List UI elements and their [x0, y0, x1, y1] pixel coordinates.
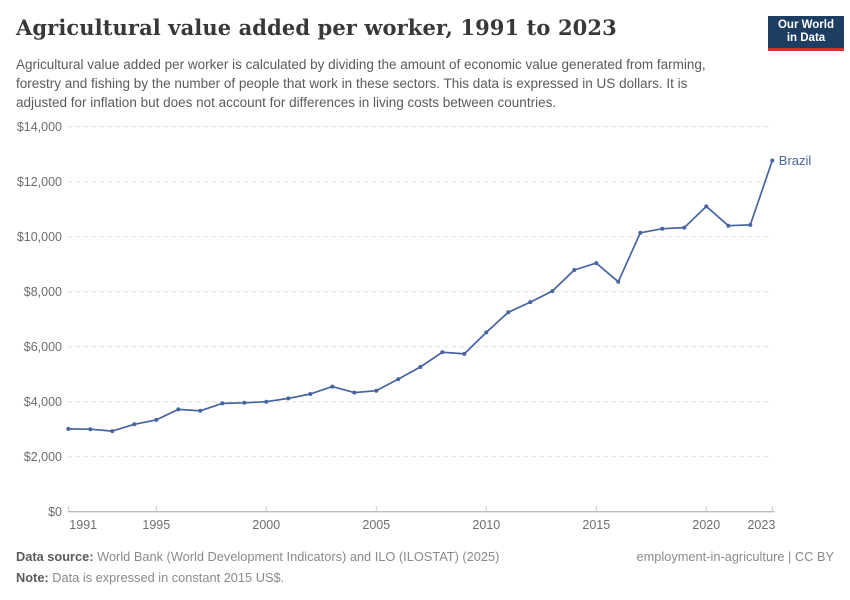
- data-point[interactable]: [748, 222, 753, 227]
- data-source-line: Data source: World Bank (World Developme…: [16, 546, 499, 567]
- x-axis-tick-label: 2000: [252, 518, 280, 532]
- data-point[interactable]: [550, 289, 555, 294]
- data-point[interactable]: [616, 279, 621, 284]
- owid-logo[interactable]: Our World in Data: [768, 16, 844, 51]
- data-point[interactable]: [572, 268, 577, 272]
- x-axis-tick-label: 2010: [472, 518, 500, 532]
- data-point[interactable]: [176, 407, 181, 412]
- note-label: Note:: [16, 570, 49, 585]
- y-axis-tick-label: $6,000: [24, 340, 62, 354]
- x-axis-tick-label: 2005: [362, 518, 390, 532]
- owid-logo-line1: Our World: [777, 19, 834, 31]
- y-axis-tick-label: $2,000: [24, 450, 62, 464]
- data-point[interactable]: [594, 261, 599, 266]
- chart-footer: Data source: World Bank (World Developme…: [16, 546, 834, 588]
- data-source-text: World Bank (World Development Indicators…: [97, 549, 500, 564]
- data-point[interactable]: [132, 422, 137, 427]
- note-text: Data is expressed in constant 2015 US$.: [52, 570, 285, 585]
- data-point[interactable]: [726, 223, 731, 228]
- data-point[interactable]: [374, 388, 379, 393]
- x-axis-tick-label: 2015: [582, 518, 610, 532]
- data-point[interactable]: [308, 392, 313, 396]
- note-line: Note: Data is expressed in constant 2015…: [16, 567, 834, 588]
- data-point[interactable]: [440, 350, 445, 355]
- x-axis-tick-label: 2020: [692, 518, 720, 532]
- data-point[interactable]: [198, 408, 203, 413]
- data-point[interactable]: [704, 204, 709, 209]
- data-point[interactable]: [462, 351, 467, 356]
- data-point[interactable]: [352, 390, 357, 395]
- y-axis-tick-label: $4,000: [24, 395, 62, 409]
- series-end-label[interactable]: Brazil: [779, 153, 812, 168]
- data-point[interactable]: [528, 300, 533, 305]
- data-point[interactable]: [484, 330, 489, 335]
- y-axis-tick-label: $14,000: [17, 120, 62, 134]
- data-point[interactable]: [110, 429, 115, 434]
- x-axis-tick-label: 2023: [747, 518, 775, 532]
- data-point[interactable]: [396, 377, 401, 382]
- data-point[interactable]: [66, 426, 71, 431]
- data-point[interactable]: [154, 417, 159, 422]
- y-axis-tick-label: $0: [48, 505, 62, 519]
- x-axis-tick-label: 1995: [142, 518, 170, 532]
- series-line-brazil[interactable]: [67, 159, 774, 432]
- y-axis-tick-label: $10,000: [17, 230, 62, 244]
- chart-subtitle: Agricultural value added per worker is c…: [16, 57, 706, 110]
- data-point[interactable]: [242, 400, 247, 405]
- data-point[interactable]: [264, 399, 269, 404]
- data-point[interactable]: [770, 158, 775, 163]
- data-point[interactable]: [418, 365, 423, 369]
- data-point[interactable]: [88, 427, 93, 432]
- data-point[interactable]: [330, 384, 335, 389]
- data-source-label: Data source:: [16, 549, 94, 564]
- owid-logo-line2: in Data: [786, 32, 826, 44]
- y-axis-tick-label: $12,000: [17, 175, 62, 189]
- data-point[interactable]: [506, 310, 511, 315]
- credit-link[interactable]: employment-in-agriculture | CC BY: [636, 549, 834, 564]
- data-point[interactable]: [660, 226, 665, 231]
- data-point[interactable]: [220, 401, 225, 406]
- y-axis-tick-label: $8,000: [24, 285, 62, 299]
- data-point[interactable]: [682, 225, 687, 230]
- data-point[interactable]: [638, 230, 643, 235]
- page-title: Agricultural value added per worker, 199…: [16, 15, 617, 40]
- x-axis-tick-label: 1991: [69, 518, 97, 532]
- data-point[interactable]: [286, 396, 291, 401]
